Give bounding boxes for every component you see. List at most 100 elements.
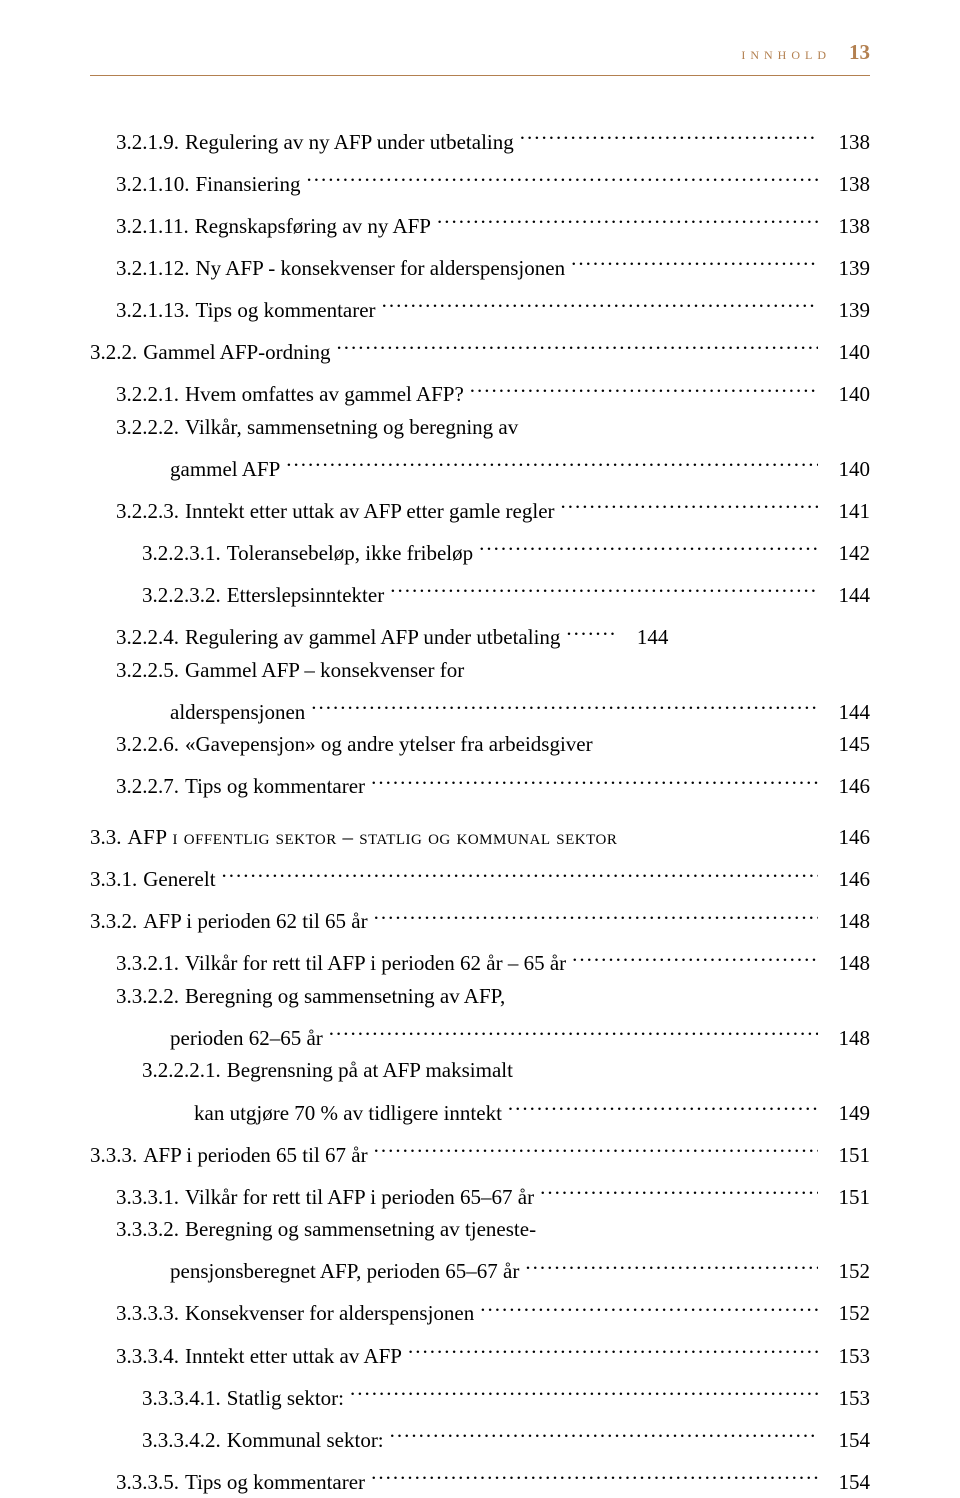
toc-entry-number: 3.2.2.3.2. xyxy=(142,579,221,612)
toc-entry-page: 154 xyxy=(824,1424,870,1457)
toc-entry-page: 144 xyxy=(824,696,870,729)
toc-entry-title: Beregning og sammensetning av AFP, xyxy=(185,980,505,1013)
toc-entry-number: 3.2.1.12. xyxy=(116,252,190,285)
toc-leader xyxy=(307,158,819,191)
toc-leader xyxy=(572,938,818,971)
toc-entry-title: Etterslepsinntekter xyxy=(227,579,384,612)
toc-entry-number: 3.3.3.5. xyxy=(116,1466,179,1498)
toc-entry-title: Tips og kommentarer xyxy=(185,1466,365,1498)
toc-entry-number: 3.3.2.1. xyxy=(116,947,179,980)
toc-entry-number: 3.3.3.2. xyxy=(116,1213,179,1246)
toc-entry-page: 153 xyxy=(824,1340,870,1373)
toc-entry: 3.3.3.2.Beregning og sammensetning av tj… xyxy=(90,1213,870,1246)
toc-entry-title: Generelt xyxy=(143,863,215,896)
toc-entry-page: 151 xyxy=(824,1139,870,1172)
toc-leader xyxy=(371,761,818,794)
toc-entry-number: 3.2.2.7. xyxy=(116,770,179,803)
toc-entry-page: 152 xyxy=(824,1297,870,1330)
toc-entry-title: AFP i offentlig sektor – statlig og komm… xyxy=(128,821,618,854)
toc-leader xyxy=(540,1171,818,1204)
toc-entry: 3.3.2.2.Beregning og sammensetning av AF… xyxy=(90,980,870,1013)
toc-entry-number: 3.2.1.13. xyxy=(116,294,190,327)
toc-entry: 3.2.2.3.2.Etterslepsinntekter 144 xyxy=(90,569,870,611)
toc-leader xyxy=(508,1087,818,1120)
page-header: innhold 13 xyxy=(90,40,870,76)
toc-entry-page: 152 xyxy=(824,1255,870,1288)
toc-entry-page: 140 xyxy=(824,378,870,411)
toc-entry-page: 139 xyxy=(824,252,870,285)
toc-leader xyxy=(408,1330,818,1363)
toc-entry: 3.3.3.3.Konsekvenser for alderspensjonen… xyxy=(90,1288,870,1330)
toc-entry: kan utgjøre 70 % av tidligere inntekt149 xyxy=(90,1087,870,1129)
toc-entry-page: 148 xyxy=(824,947,870,980)
toc-entry: 3.2.1.11.Regnskapsføring av ny AFP138 xyxy=(90,200,870,242)
toc-entries: 3.2.1.9.Regulering av ny AFP under utbet… xyxy=(90,116,870,1498)
toc-entry-number: 3.3.3.4.2. xyxy=(142,1424,221,1457)
toc-entry-title: Vilkår, sammensetning og beregning av xyxy=(185,411,518,444)
toc-entry-title: Finansiering xyxy=(196,168,301,201)
toc-leader xyxy=(374,1129,818,1162)
toc-entry-number: 3.3.3.4. xyxy=(116,1340,179,1373)
toc-entry-number: 3.2.2.4. xyxy=(116,621,179,654)
toc-entry-title: Tips og kommentarer xyxy=(185,770,365,803)
toc-entry: 3.3.2.1.Vilkår for rett til AFP i period… xyxy=(90,938,870,980)
toc-leader xyxy=(566,612,616,645)
toc-entry-title: gammel AFP xyxy=(170,453,280,486)
header-page-number: 13 xyxy=(849,40,870,65)
toc-entry-title: Inntekt etter uttak av AFP etter gamle r… xyxy=(185,495,555,528)
toc-entry: 3.3.3.5.Tips og kommentarer 154 xyxy=(90,1456,870,1498)
toc-entry-number: 3.2.1.11. xyxy=(116,210,189,243)
toc-entry-title: pensjonsberegnet AFP, perioden 65–67 år xyxy=(170,1255,519,1288)
toc-entry-title: Hvem omfattes av gammel AFP? xyxy=(185,378,464,411)
toc-entry-page: 145 xyxy=(824,728,870,761)
toc-entry-title: Konsekvenser for alderspensjonen xyxy=(185,1297,474,1330)
toc-entry-page: 148 xyxy=(824,1022,870,1055)
toc-entry-title: kan utgjøre 70 % av tidligere inntekt xyxy=(194,1097,502,1130)
toc-entry-page: 142 xyxy=(824,537,870,570)
toc-entry-number: 3.3.3.1. xyxy=(116,1181,179,1214)
toc-entry: perioden 62–65 år148 xyxy=(90,1012,870,1054)
toc-entry-page: 146 xyxy=(824,863,870,896)
toc-leader xyxy=(371,1456,818,1489)
toc-entry-title: Gammel AFP-ordning xyxy=(143,336,330,369)
toc-leader xyxy=(390,1414,818,1447)
toc-entry-page: 151 xyxy=(824,1181,870,1214)
toc-entry-number: 3.3.2. xyxy=(90,905,137,938)
toc-entry-page: 146 xyxy=(824,770,870,803)
toc-leader xyxy=(382,284,818,317)
toc-entry: 3.2.2.5.Gammel AFP – konsekvenser for xyxy=(90,654,870,687)
toc-leader xyxy=(525,1246,818,1279)
toc-entry: 3.3.3.AFP i perioden 65 til 67 år151 xyxy=(90,1129,870,1171)
toc-entry: 3.3.1.Generelt 146 xyxy=(90,854,870,896)
toc-entry: 3.2.2.Gammel AFP-ordning140 xyxy=(90,326,870,368)
toc-entry: 3.2.2.1.Hvem omfattes av gammel AFP? 140 xyxy=(90,369,870,411)
toc-entry-title: AFP i perioden 62 til 65 år xyxy=(143,905,367,938)
toc-entry-page: 138 xyxy=(824,210,870,243)
toc-entry-number: 3.2.2.3. xyxy=(116,495,179,528)
toc-entry-title: Inntekt etter uttak av AFP xyxy=(185,1340,402,1373)
toc-leader xyxy=(390,569,818,602)
toc-entry: 3.3.3.1.Vilkår for rett til AFP i period… xyxy=(90,1171,870,1213)
toc-entry-title: Kommunal sektor: xyxy=(227,1424,384,1457)
toc-entry: 3.2.2.6.«Gavepensjon» og andre ytelser f… xyxy=(90,728,870,761)
toc-entry-number: 3.3. xyxy=(90,821,122,854)
toc-entry-page: 140 xyxy=(824,453,870,486)
toc-entry: 3.2.2.2.Vilkår, sammensetning og beregni… xyxy=(90,411,870,444)
toc-entry-number: 3.2.1.10. xyxy=(116,168,190,201)
toc-entry-page: 140 xyxy=(824,336,870,369)
toc-entry-number: 3.2.2.1. xyxy=(116,378,179,411)
toc-entry-title: Tips og kommentarer xyxy=(196,294,376,327)
toc-entry-number: 3.2.2.5. xyxy=(116,654,179,687)
toc-entry-title: Vilkår for rett til AFP i perioden 65–67… xyxy=(185,1181,534,1214)
toc-leader xyxy=(350,1372,818,1405)
toc-entry-number: 3.3.1. xyxy=(90,863,137,896)
toc-entry: 3.2.1.10.Finansiering 138 xyxy=(90,158,870,200)
toc-entry-number: 3.3.3. xyxy=(90,1139,137,1172)
toc-entry-page: 138 xyxy=(824,168,870,201)
toc-entry: 3.2.1.12.Ny AFP - konsekvenser for alder… xyxy=(90,242,870,284)
toc-entry-number: 3.3.2.2. xyxy=(116,980,179,1013)
toc-leader xyxy=(337,326,819,359)
toc-entry: 3.2.2.3.Inntekt etter uttak av AFP etter… xyxy=(90,485,870,527)
toc-entry-page: 138 xyxy=(824,126,870,159)
toc-entry-page: 148 xyxy=(824,905,870,938)
